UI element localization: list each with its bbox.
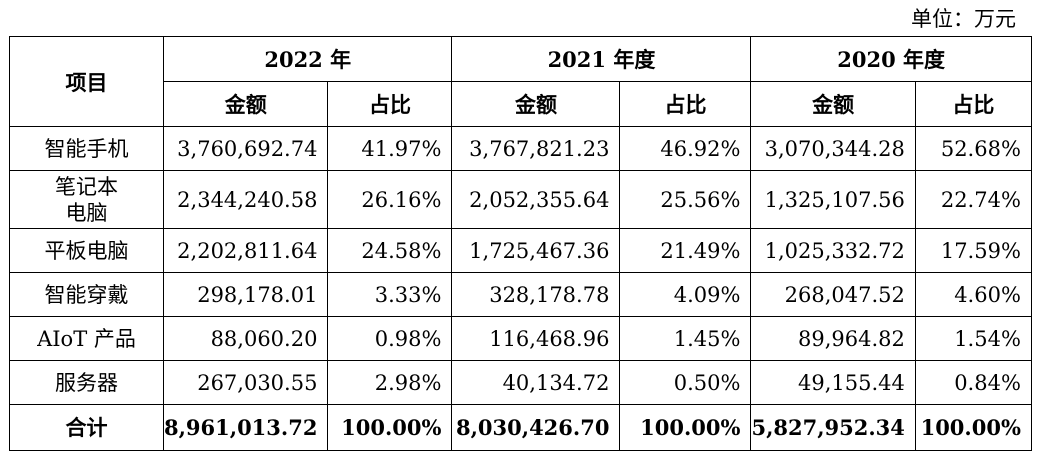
total-row: 合计 8,961,013.72 100.00% 8,030,426.70 100… xyxy=(9,404,1032,451)
ratio-cell: 4.60% xyxy=(914,272,1032,317)
ratio-cell: 21.49% xyxy=(619,228,752,273)
amount-cell: 49,155.44 xyxy=(750,360,916,405)
amount-cell: 89,964.82 xyxy=(750,316,916,361)
ratio-cell: 52.68% xyxy=(914,126,1032,171)
ratio-cell: 4.09% xyxy=(619,272,752,317)
table-row: 智能手机 3,760,692.74 41.97% 3,767,821.23 46… xyxy=(9,126,1032,171)
ratio-cell: 0.84% xyxy=(914,360,1032,405)
unit-note: 单位：万元 xyxy=(911,7,1016,31)
header-row-metrics: 金额 占比 金额 占比 金额 占比 xyxy=(10,81,1032,127)
row-label-line: 笔记本 xyxy=(55,174,118,199)
amount-cell: 2,202,811.64 xyxy=(162,228,329,273)
ratio-cell: 41.97% xyxy=(327,126,453,171)
amount-cell: 88,060.20 xyxy=(162,316,329,361)
table-row: AIoT 产品 88,060.20 0.98% 116,468.96 1.45%… xyxy=(9,316,1032,361)
ratio-cell: 0.50% xyxy=(619,360,752,405)
table-row: 智能穿戴 298,178.01 3.33% 328,178.78 4.09% 2… xyxy=(9,272,1032,317)
ratio-cell: 26.16% xyxy=(327,170,453,229)
amount-cell: 1,325,107.56 xyxy=(750,170,916,229)
total-ratio-cell: 100.00% xyxy=(327,404,453,451)
ratio-cell: 24.58% xyxy=(327,228,453,273)
amount-cell: 40,134.72 xyxy=(451,360,621,405)
amount-cell: 3,070,344.28 xyxy=(750,126,916,171)
row-label: AIoT 产品 xyxy=(9,316,164,361)
row-label: 笔记本 电脑 xyxy=(9,170,164,229)
ratio-cell: 1.45% xyxy=(619,316,752,361)
total-ratio-cell: 100.00% xyxy=(914,404,1032,451)
amount-cell: 3,767,821.23 xyxy=(451,126,621,171)
header-amount-2021: 金额 xyxy=(451,81,621,127)
amount-cell: 298,178.01 xyxy=(162,272,329,317)
header-amount-2022: 金额 xyxy=(162,81,329,127)
row-label-line: 电脑 xyxy=(65,200,108,225)
revenue-table: 项目 2022 年 2021 年度 2020 年度 金额 占比 金额 占比 金额… xyxy=(9,36,1032,451)
amount-cell: 1,725,467.36 xyxy=(451,228,621,273)
ratio-cell: 3.33% xyxy=(327,272,453,317)
table-row: 笔记本 电脑 2,344,240.58 26.16% 2,052,355.64 … xyxy=(9,170,1032,229)
total-amount-cell: 8,961,013.72 xyxy=(162,404,329,451)
table-row: 平板电脑 2,202,811.64 24.58% 1,725,467.36 21… xyxy=(9,228,1032,273)
header-year-2021: 2021 年度 xyxy=(451,36,752,82)
table-row: 服务器 267,030.55 2.98% 40,134.72 0.50% 49,… xyxy=(9,360,1032,405)
header-ratio-2020: 占比 xyxy=(914,81,1032,127)
row-label: 智能穿戴 xyxy=(9,272,164,317)
header-row-years: 项目 2022 年 2021 年度 2020 年度 xyxy=(9,36,1032,127)
amount-cell: 3,760,692.74 xyxy=(162,126,329,171)
row-label: 服务器 xyxy=(9,360,164,405)
header-year-2022: 2022 年 xyxy=(162,36,453,82)
header-item: 项目 xyxy=(9,36,164,127)
header-ratio-2022: 占比 xyxy=(327,81,453,127)
row-label: 智能手机 xyxy=(9,126,164,171)
ratio-cell: 0.98% xyxy=(327,316,453,361)
ratio-cell: 17.59% xyxy=(914,228,1032,273)
amount-cell: 328,178.78 xyxy=(451,272,621,317)
amount-cell: 116,468.96 xyxy=(451,316,621,361)
ratio-cell: 46.92% xyxy=(619,126,752,171)
amount-cell: 268,047.52 xyxy=(750,272,916,317)
amount-cell: 267,030.55 xyxy=(162,360,329,405)
amount-cell: 2,052,355.64 xyxy=(451,170,621,229)
ratio-cell: 25.56% xyxy=(619,170,752,229)
amount-cell: 1,025,332.72 xyxy=(750,228,916,273)
total-ratio-cell: 100.00% xyxy=(619,404,752,451)
total-amount-cell: 5,827,952.34 xyxy=(750,404,916,451)
ratio-cell: 22.74% xyxy=(914,170,1032,229)
row-label: 平板电脑 xyxy=(9,228,164,273)
ratio-cell: 2.98% xyxy=(327,360,453,405)
header-year-2020: 2020 年度 xyxy=(750,36,1032,82)
amount-cell: 2,344,240.58 xyxy=(162,170,329,229)
header-amount-2020: 金额 xyxy=(750,81,916,127)
header-ratio-2021: 占比 xyxy=(619,81,752,127)
ratio-cell: 1.54% xyxy=(914,316,1032,361)
total-label: 合计 xyxy=(9,404,164,451)
total-amount-cell: 8,030,426.70 xyxy=(451,404,621,451)
